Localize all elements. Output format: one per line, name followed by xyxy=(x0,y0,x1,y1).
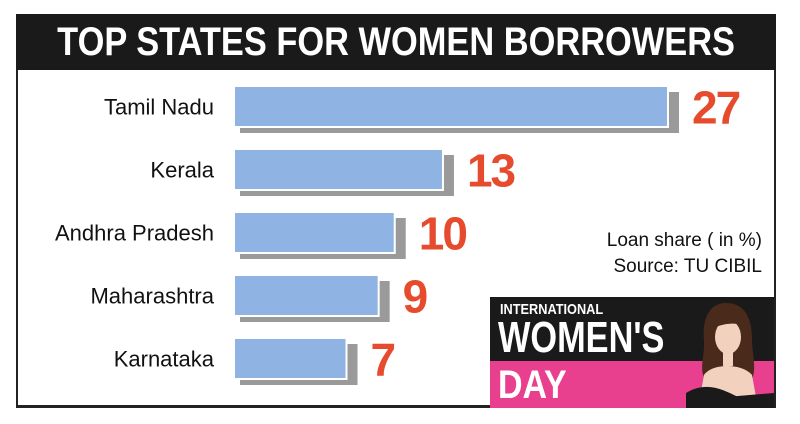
value-label: 9 xyxy=(403,271,427,323)
value-label: 7 xyxy=(371,334,395,386)
title-bar: TOP STATES FOR WOMEN BORROWERS xyxy=(16,14,776,70)
category-label: Maharashtra xyxy=(90,284,214,309)
source-note: Source: TU CIBIL xyxy=(613,256,762,277)
bar xyxy=(233,148,444,191)
units-note: Loan share ( in %) xyxy=(606,230,762,251)
value-label: 13 xyxy=(467,145,515,197)
badge-line-international: INTERNATIONAL xyxy=(500,301,604,318)
badge-line-womens: WOMEN'S xyxy=(498,313,665,362)
category-label: Tamil Nadu xyxy=(104,95,214,120)
bar xyxy=(233,85,669,128)
value-label: 10 xyxy=(419,208,467,260)
category-label: Andhra Pradesh xyxy=(55,221,214,246)
womens-day-badge: INTERNATIONAL WOMEN'S DAY xyxy=(490,297,774,408)
category-label: Karnataka xyxy=(114,347,215,372)
category-label: Kerala xyxy=(150,158,214,183)
bar xyxy=(233,211,396,254)
bar xyxy=(233,337,348,380)
value-label: 27 xyxy=(692,82,740,134)
chart-note: Loan share ( in %) Source: TU CIBIL xyxy=(607,228,762,280)
woman-illustration xyxy=(686,303,774,408)
bar xyxy=(233,274,380,317)
chart-title: TOP STATES FOR WOMEN BORROWERS xyxy=(57,19,735,64)
chart-frame xyxy=(16,14,776,408)
badge-line-day: DAY xyxy=(498,363,567,407)
